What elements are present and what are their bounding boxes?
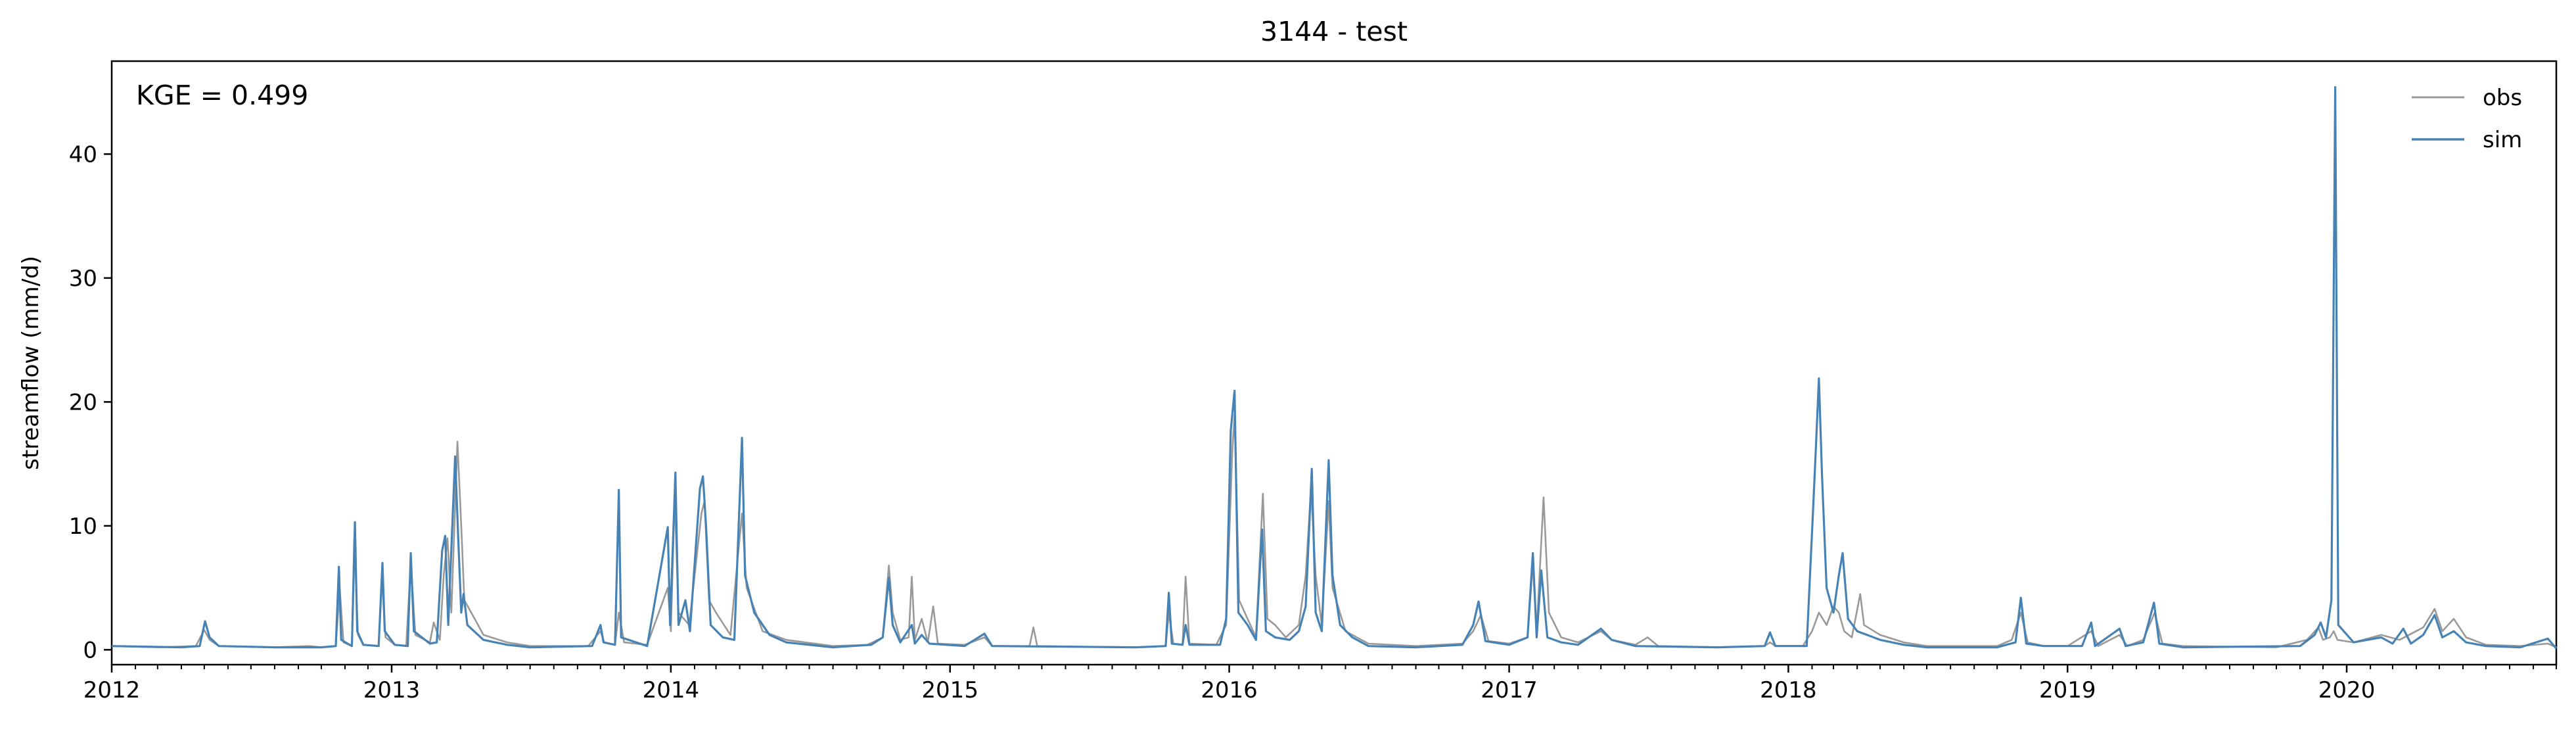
x-tick-label: 2016: [1201, 677, 1258, 703]
x-tick-label: 2013: [363, 677, 421, 703]
y-tick-label: 40: [69, 141, 97, 168]
y-tick-label: 10: [69, 513, 97, 540]
legend-label-sim: sim: [2483, 127, 2522, 153]
series-layer: [111, 86, 2558, 650]
legend: obs sim: [2412, 85, 2522, 153]
x-tick-label: 2020: [2318, 677, 2376, 703]
x-axis: 2012 2013 2014 2015 2016 2017 2018 2019 2020: [83, 665, 2557, 703]
y-tick-label: 0: [83, 637, 97, 663]
plot-area: 2012 2013 2014 2015 2016 2017 2018 2019 2020 0 10…: [69, 60, 2558, 703]
x-tick-label: 2012: [83, 677, 141, 703]
y-tick-label: 30: [69, 266, 97, 292]
y-axis-label: streamflow (mm/d): [18, 256, 44, 470]
plot-frame: [110, 60, 2558, 666]
x-tick-label: 2017: [1481, 677, 1538, 703]
legend-label-obs: obs: [2483, 85, 2522, 111]
x-tick-label: 2018: [1760, 677, 1817, 703]
x-tick-label: 2014: [643, 677, 700, 703]
y-axis: 0 10 20 30 40: [69, 141, 112, 663]
chart-title: 3144 - test: [1260, 16, 1408, 47]
x-tick-label: 2019: [2039, 677, 2096, 703]
series-line-sim: [111, 86, 2558, 650]
kge-annotation: KGE = 0.499: [136, 80, 308, 111]
y-tick-label: 20: [69, 389, 97, 415]
x-tick-label: 2015: [921, 677, 978, 703]
